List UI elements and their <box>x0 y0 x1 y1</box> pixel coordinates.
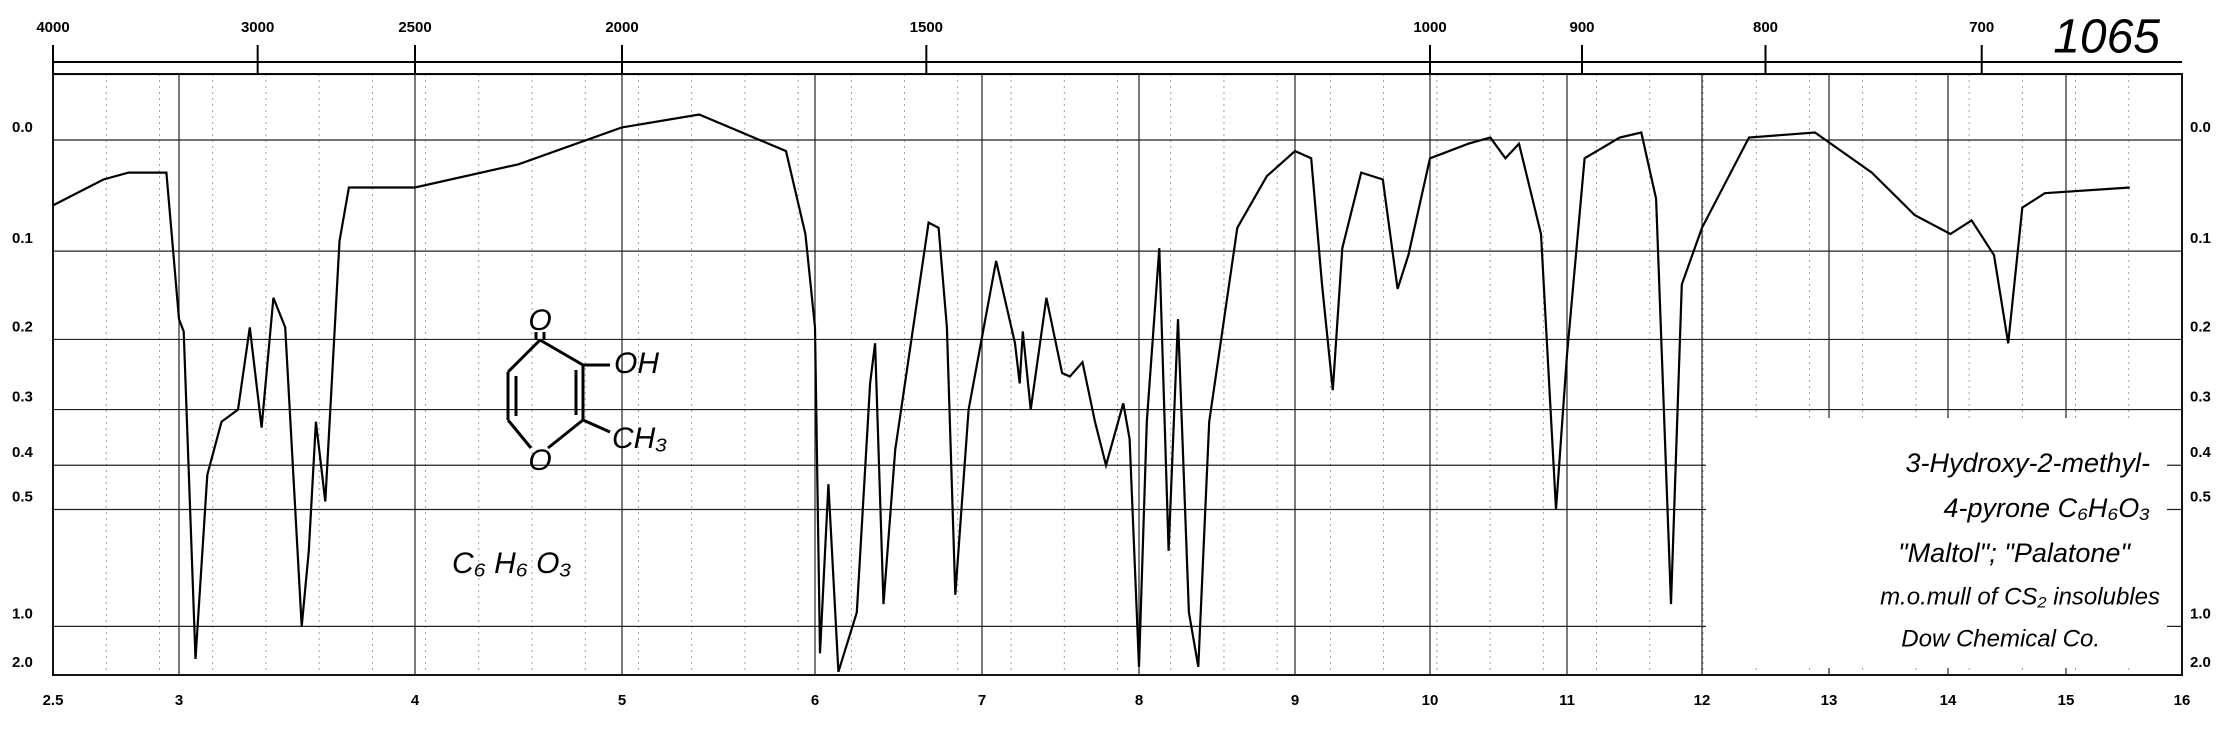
sample-prep: m.o.mull of CS₂ insolubles <box>1880 583 2160 610</box>
y-tick-label-right: 0.1 <box>2190 230 2211 247</box>
x-tick-label: 3 <box>175 692 183 709</box>
y-tick-label-right: 0.3 <box>2190 389 2211 406</box>
y-tick-label: 0.1 <box>12 230 33 247</box>
structure-label: O <box>528 444 551 477</box>
bond <box>582 418 611 434</box>
y-tick-label-right: 0.5 <box>2190 488 2211 505</box>
y-tick-label: 0.3 <box>12 389 33 406</box>
bond <box>547 418 584 450</box>
bond <box>506 338 542 374</box>
x-tick-label: 15 <box>2058 692 2075 709</box>
structure <box>506 332 611 450</box>
x2-tick-label: 1000 <box>1413 19 1446 36</box>
x-tick-label: 11 <box>1559 692 1575 709</box>
x-tick-label: 10 <box>1422 692 1439 709</box>
y-tick-label: 0.0 <box>12 119 33 136</box>
y-tick-label-right: 0.2 <box>2190 318 2211 335</box>
y-tick-label-right: 2.0 <box>2190 654 2211 671</box>
x-tick-label: 5 <box>618 692 626 709</box>
x2-tick-label: 2000 <box>605 19 638 36</box>
x2-tick-label: 2500 <box>398 19 431 36</box>
y-tick-label-right: 0.4 <box>2190 444 2212 461</box>
formula: C₆ H₆ O₃ <box>452 547 571 580</box>
y-tick-label: 1.0 <box>12 605 33 622</box>
note-box <box>1706 418 2167 668</box>
x2-tick-label: 900 <box>1569 19 1594 36</box>
x-tick-label: 9 <box>1291 692 1299 709</box>
bond <box>506 419 533 449</box>
structure-label: O <box>528 304 551 337</box>
compound-name: 4-pyrone C₆H₆O₃ <box>1944 493 2151 523</box>
x-tick-label: 14 <box>1940 692 1957 709</box>
x-tick-label: 12 <box>1694 692 1711 709</box>
source: Dow Chemical Co. <box>1901 625 2100 652</box>
x-tick-label: 2.5 <box>43 692 64 709</box>
bond <box>539 338 584 367</box>
x-tick-label: 13 <box>1821 692 1838 709</box>
structure-label: OH <box>614 347 659 380</box>
trade-names: "Maltol"; "Palatone" <box>1898 538 2131 568</box>
y-tick-label: 0.5 <box>12 488 33 505</box>
compound-name: 3-Hydroxy-2-methyl- <box>1905 448 2150 478</box>
y-tick-label-right: 1.0 <box>2190 605 2211 622</box>
y-tick-label: 0.2 <box>12 318 33 335</box>
x2-tick-label: 3000 <box>241 19 274 36</box>
x2-tick-label: 800 <box>1753 19 1778 36</box>
y-tick-label: 2.0 <box>12 654 33 671</box>
x2-tick-label: 1500 <box>910 19 943 36</box>
x-tick-label: 8 <box>1135 692 1143 709</box>
x2-tick-label: 4000 <box>36 19 69 36</box>
x-tick-label: 6 <box>811 692 819 709</box>
x-tick-label: 7 <box>978 692 986 709</box>
x2-tick-label: 700 <box>1969 19 1994 36</box>
structure-label: CH₃ <box>612 422 667 455</box>
y-tick-label-right: 0.0 <box>2190 119 2211 136</box>
y-tick-label: 0.4 <box>12 444 34 461</box>
x-tick-label: 16 <box>2174 692 2191 709</box>
page-number: 1065 <box>2053 11 2160 64</box>
x-tick-label: 4 <box>411 692 420 709</box>
spectrum-line <box>52 113 2130 673</box>
